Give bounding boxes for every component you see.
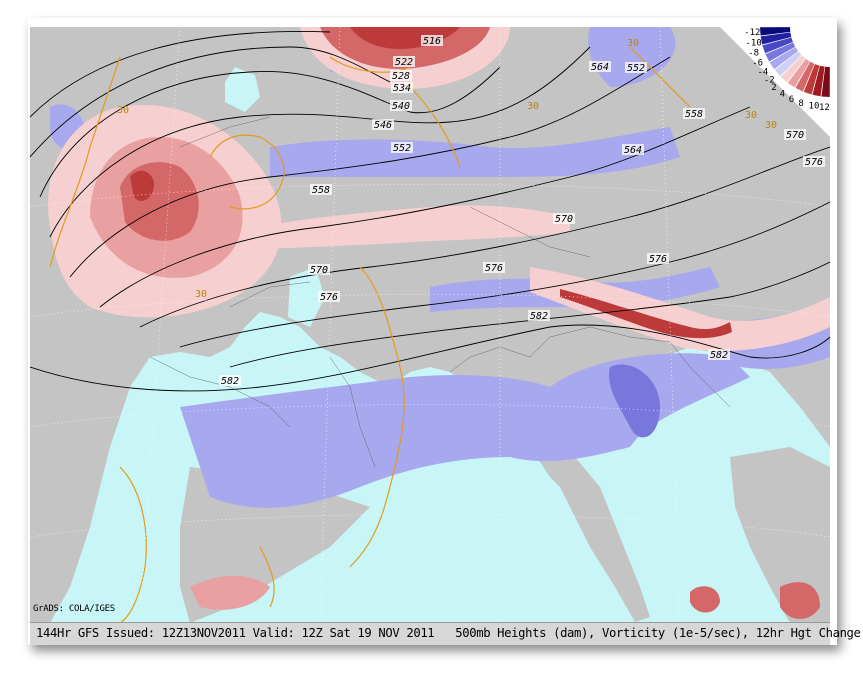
height-label-bg <box>622 144 644 155</box>
grads-credit: GrADS: COLA/IGES <box>33 604 115 614</box>
colorbar-label: 4 <box>780 90 785 100</box>
colorbar-swatch <box>795 61 815 92</box>
height-label-bg <box>372 119 394 130</box>
colorbar-label: -12 <box>744 28 760 38</box>
height-label-bg <box>318 291 340 302</box>
height-label-bg <box>219 375 241 386</box>
height-contour-label: 576 <box>485 263 503 274</box>
height-change-label: 30 <box>527 101 539 112</box>
colorbar-swatch <box>812 65 825 97</box>
height-label-bg <box>803 156 825 167</box>
height-contour-label: 540 <box>392 101 410 112</box>
height-label-bg <box>784 129 806 140</box>
height-label-bg <box>528 310 550 321</box>
height-contour-label: 534 <box>393 83 411 94</box>
height-label-bg <box>483 262 505 273</box>
colorbar-label: 10 <box>809 101 820 111</box>
colorbar-label: -2 <box>764 76 775 86</box>
height-contours <box>30 31 830 392</box>
height-contour-label: 528 <box>392 71 410 82</box>
colorbar-label: -10 <box>746 38 762 48</box>
colorbar-swatch <box>774 51 802 77</box>
height-label-bg <box>625 62 647 73</box>
height-contour-label: 558 <box>685 109 703 120</box>
colorbar-swatch <box>760 27 791 36</box>
height-change-label: 30 <box>195 289 207 300</box>
height-label-bg <box>393 56 415 67</box>
height-contour-label: 552 <box>393 143 411 154</box>
height-contour-label: 582 <box>221 376 239 387</box>
colorbar-swatch <box>787 58 810 88</box>
height-label-bg <box>310 184 332 195</box>
colorbar-swatch <box>780 55 806 83</box>
colorbar-label: -4 <box>757 67 768 77</box>
height-contour-label: 516 <box>423 36 441 47</box>
colorbar-label: 12 <box>819 103 830 113</box>
height-change-contours <box>49 46 691 623</box>
height-change-label: 30 <box>117 105 129 116</box>
colorbar-swatch <box>760 32 792 45</box>
height-contour-label: 576 <box>805 157 823 168</box>
height-contour-label: 522 <box>395 57 413 68</box>
height-contour-label: 564 <box>624 145 642 156</box>
height-contour-label: 582 <box>530 311 548 322</box>
map-caption-bar: 144Hr GFS Issued: 12Z13NOV2011 Valid: 12… <box>30 622 861 645</box>
colorbar-swatch <box>769 47 799 70</box>
colorbar-swatch <box>762 37 793 54</box>
height-contour-label: 552 <box>627 63 645 74</box>
colorbar-label: 2 <box>771 83 776 93</box>
height-change-label: 30 <box>765 120 777 131</box>
height-contour-label: 570 <box>310 265 328 276</box>
height-label-bg <box>391 142 413 153</box>
height-change-label: 30 <box>745 110 757 121</box>
height-label-bg <box>589 61 611 72</box>
colorbar-label: 8 <box>798 99 803 109</box>
height-contour-label: 570 <box>555 214 573 225</box>
height-label-bg <box>390 70 412 81</box>
colorbar-label: -8 <box>748 49 759 59</box>
height-contour-label: 558 <box>312 185 330 196</box>
colorbar-swatch <box>765 42 796 62</box>
colorbar-swatch <box>803 64 820 95</box>
height-contour-label: 546 <box>374 120 392 131</box>
height-contour-label: 582 <box>710 350 728 361</box>
height-label-bg <box>391 82 413 93</box>
height-label-bg <box>421 35 443 46</box>
positive-vorticity-shading <box>48 27 830 619</box>
height-label-bg <box>647 253 669 264</box>
height-contour-label: 564 <box>591 62 609 73</box>
country-borders <box>149 116 731 468</box>
height-contour-label: 570 <box>786 130 804 141</box>
colorbar-swatch <box>821 66 830 97</box>
height-label-bg <box>390 100 412 111</box>
height-label-bg <box>708 349 730 360</box>
height-contour-label: 576 <box>320 292 338 303</box>
height-change-labels: 30 30 30 30 30 30 <box>117 38 777 300</box>
height-change-label: 30 <box>627 38 639 49</box>
map-caption: 144Hr GFS Issued: 12Z13NOV2011 Valid: 12… <box>36 626 863 640</box>
height-contour-label: 576 <box>649 254 667 265</box>
height-label-bg <box>683 108 705 119</box>
colorbar-label: 6 <box>789 95 794 105</box>
height-label-bg <box>553 213 575 224</box>
colorbar-label: -6 <box>752 58 763 68</box>
height-contour-labels: 5165225285345405465525525585585645645705… <box>219 35 825 387</box>
height-label-bg <box>308 264 330 275</box>
lat-lon-grid <box>30 27 830 623</box>
